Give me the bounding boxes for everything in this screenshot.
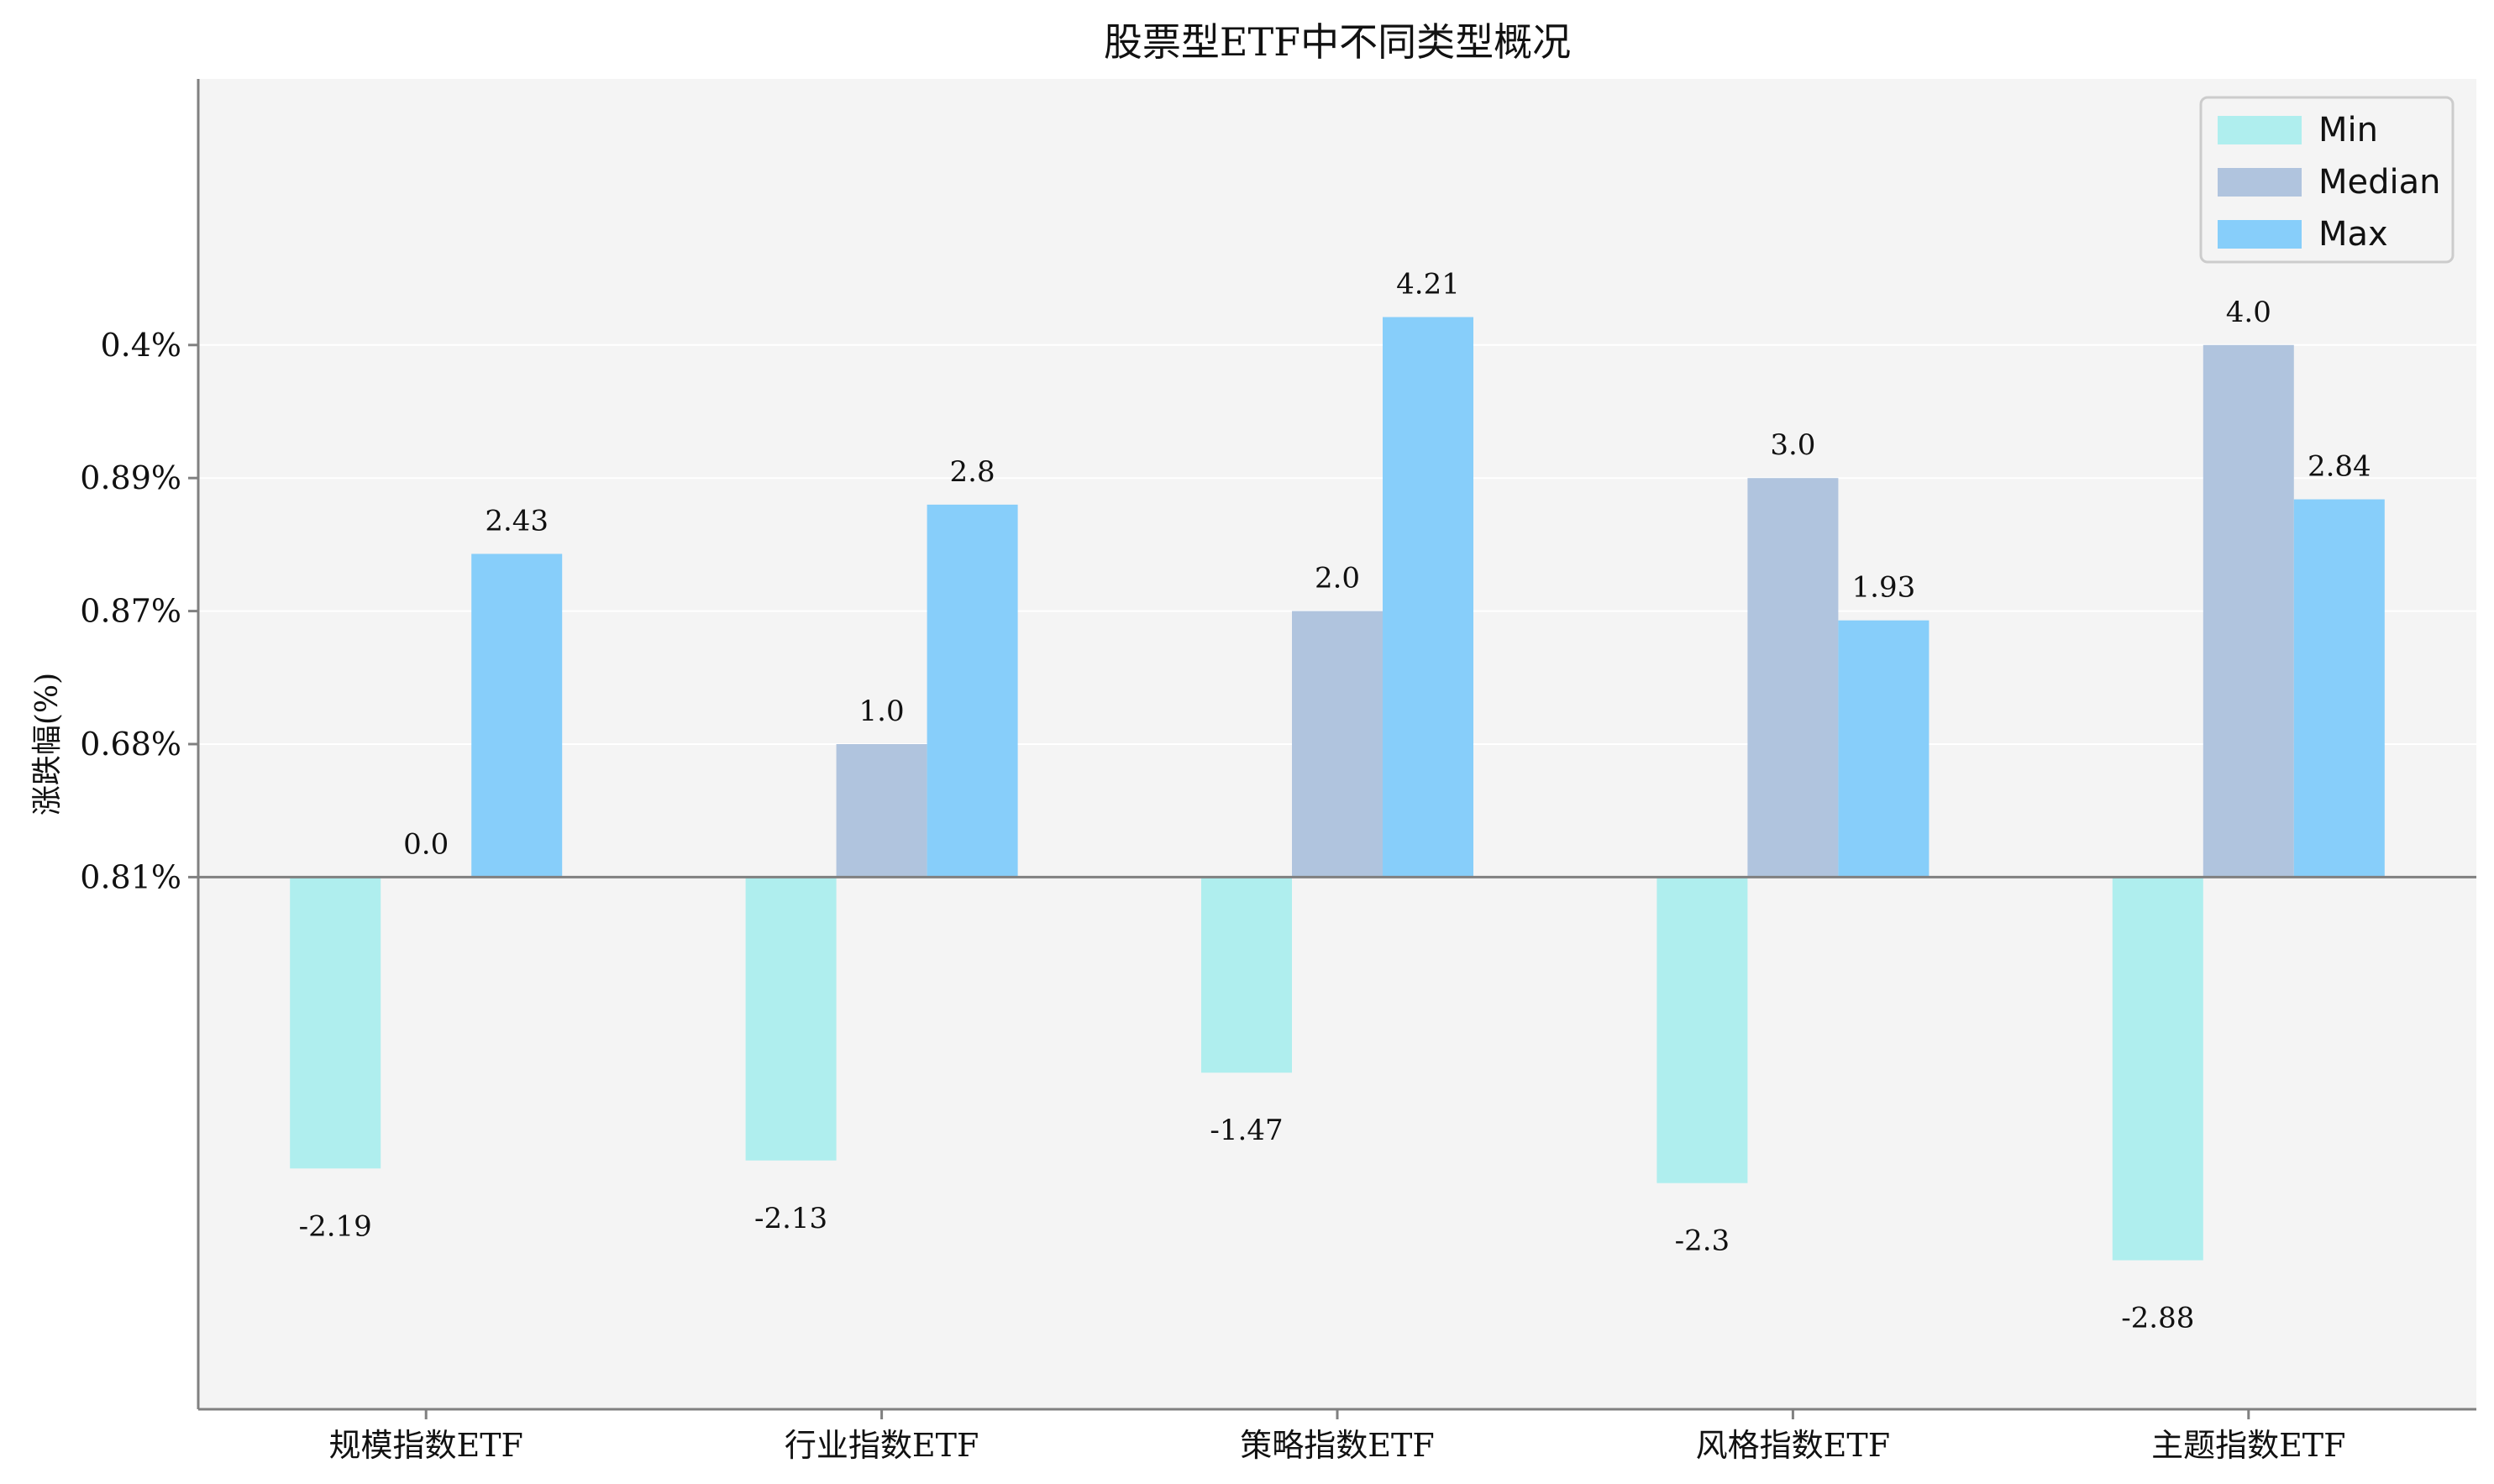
y-tick-label: 0.89% xyxy=(80,459,181,496)
legend-label-min: Min xyxy=(2318,111,2378,149)
bar-median-3 xyxy=(1292,611,1383,878)
legend-swatch-max xyxy=(2218,220,2302,249)
legend-swatch-min xyxy=(2218,116,2302,144)
bar-median-5 xyxy=(2203,344,2294,878)
y-tick-label: 0.81% xyxy=(80,858,181,895)
data-label: 3.0 xyxy=(1770,428,1815,462)
data-label: -2.88 xyxy=(2121,1302,2194,1335)
data-label: 2.43 xyxy=(485,504,549,537)
y-tick-label: 0.68% xyxy=(80,726,181,763)
data-labels: -2.19 -2.13 -1.47 -2.3 -2.88 0.0 1.0 2.0 3.0 4.0 2… xyxy=(299,268,2371,1335)
bar-min-4 xyxy=(1657,877,1748,1183)
x-tick-label: 风格指数ETF xyxy=(1696,1427,1890,1464)
bars xyxy=(290,317,2385,1261)
y-tick-label: 0.87% xyxy=(80,593,181,630)
y-tick-label: 0.4% xyxy=(100,327,181,364)
bar-median-2 xyxy=(836,744,927,878)
bar-max-5 xyxy=(2293,499,2385,878)
legend-label-max: Max xyxy=(2318,215,2388,254)
bar-max-2 xyxy=(927,504,1018,878)
bar-min-5 xyxy=(2112,877,2203,1261)
x-tick-label: 行业指数ETF xyxy=(785,1427,979,1464)
chart-title: 股票型ETF中不同类型概况 xyxy=(1104,19,1571,65)
data-label: 2.84 xyxy=(2308,450,2371,484)
data-label: -2.19 xyxy=(299,1209,372,1243)
legend: Min Median Max xyxy=(2199,96,2455,264)
data-label: -1.47 xyxy=(1210,1114,1283,1147)
bar-max-1 xyxy=(471,553,563,878)
bar-median-4 xyxy=(1747,478,1839,878)
bar-min-3 xyxy=(1201,877,1292,1073)
data-label: -2.13 xyxy=(754,1202,827,1235)
data-label: 2.0 xyxy=(1315,562,1360,595)
data-label: 1.0 xyxy=(859,695,905,728)
y-axis-label: 涨跌幅(%) xyxy=(30,673,65,815)
bar-min-2 xyxy=(745,877,837,1161)
x-tick-label: 规模指数ETF xyxy=(328,1427,522,1464)
legend-label-median: Median xyxy=(2318,163,2441,202)
tick-labels: 0.81% 0.68% 0.87% 0.89% 0.4% 规模指数ETF 行业指数ETF 策略… xyxy=(80,327,2345,1464)
data-label: -2.3 xyxy=(1675,1224,1730,1258)
data-label: 0.0 xyxy=(403,827,449,861)
bar-max-3 xyxy=(1383,317,1473,878)
data-label: 4.21 xyxy=(1396,268,1460,302)
x-tick-label: 策略指数ETF xyxy=(1240,1427,1434,1464)
data-label: 2.8 xyxy=(950,455,995,489)
bar-max-4 xyxy=(1838,620,1930,878)
data-label: 4.0 xyxy=(2226,296,2271,329)
data-label: 1.93 xyxy=(1852,571,1916,605)
bar-min-1 xyxy=(290,877,381,1169)
legend-swatch-median xyxy=(2218,168,2302,197)
x-tick-label: 主题指数ETF xyxy=(2151,1427,2345,1464)
